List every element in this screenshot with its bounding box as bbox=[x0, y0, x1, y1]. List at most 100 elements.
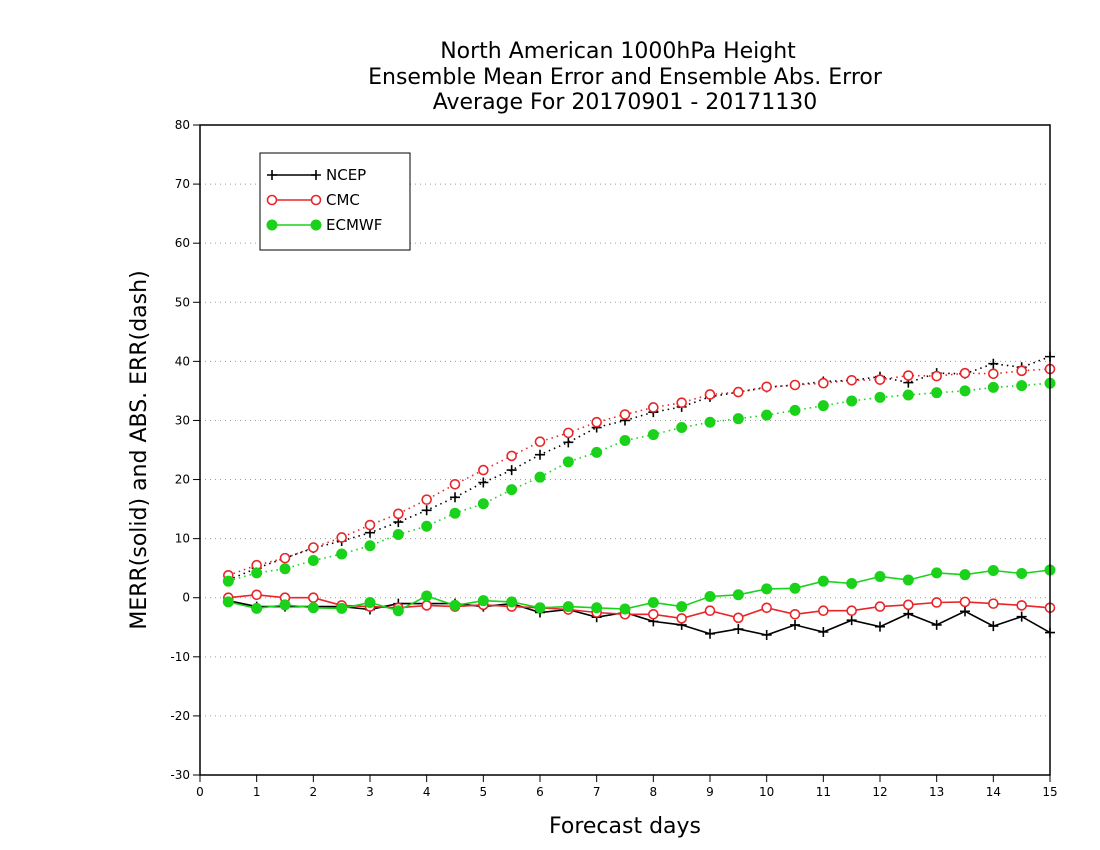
point-ecmwf-merr-0 bbox=[222, 596, 234, 608]
point-ecmwf-merr-18 bbox=[732, 589, 744, 601]
legend-marker-end-ecmwf bbox=[310, 219, 322, 231]
point-cmc-abs-err-13 bbox=[591, 416, 602, 428]
x-tick-label-6: 6 bbox=[536, 785, 544, 799]
point-ncep-abs-err-8 bbox=[450, 492, 460, 503]
point-cmc-merr-19 bbox=[761, 602, 772, 614]
point-ecmwf-abs-err-15 bbox=[647, 429, 659, 441]
x-tick-label-11: 11 bbox=[816, 785, 831, 799]
point-ecmwf-abs-err-26 bbox=[959, 385, 971, 397]
point-cmc-merr-28 bbox=[1016, 600, 1027, 611]
point-cmc-abs-err-27 bbox=[988, 368, 999, 380]
series-ncep-abs-err-line bbox=[227, 355, 1051, 581]
point-cmc-merr-3 bbox=[308, 592, 319, 604]
point-ecmwf-abs-err-22 bbox=[846, 395, 858, 407]
point-cmc-abs-err-16 bbox=[676, 397, 687, 409]
y-tick-label-8: 50 bbox=[175, 295, 190, 309]
point-ncep-merr-17 bbox=[705, 628, 715, 639]
point-cmc-merr-21 bbox=[818, 605, 829, 617]
point-ncep-merr-23 bbox=[875, 621, 885, 632]
legend-box bbox=[259, 152, 411, 251]
point-ncep-merr-22 bbox=[846, 615, 857, 626]
y-tick-label-4: 10 bbox=[175, 532, 190, 546]
y-tick-label-11: 80 bbox=[175, 118, 190, 132]
legend-label-cmc: CMC bbox=[326, 191, 360, 209]
point-ecmwf-abs-err-27 bbox=[987, 381, 999, 393]
series-ecmwf-abs-err-line bbox=[228, 382, 1051, 582]
point-ncep-merr-18 bbox=[733, 624, 744, 635]
legend-items: NCEP CMC ECMWF bbox=[266, 166, 382, 234]
point-cmc-abs-err-23 bbox=[874, 374, 886, 385]
x-tick-label-14: 14 bbox=[986, 785, 1001, 799]
point-ncep-merr-27 bbox=[988, 621, 999, 632]
point-ecmwf-merr-27 bbox=[987, 565, 999, 577]
y-tick-label-3: 0 bbox=[182, 591, 190, 605]
point-ecmwf-merr-2 bbox=[279, 599, 291, 611]
point-cmc-abs-err-21 bbox=[818, 377, 829, 389]
point-ecmwf-abs-err-18 bbox=[732, 413, 744, 425]
point-cmc-abs-err-19 bbox=[761, 381, 772, 393]
y-tick-label-0: -30 bbox=[170, 768, 190, 782]
point-cmc-abs-err-17 bbox=[704, 389, 716, 400]
point-ncep-merr-19 bbox=[761, 629, 772, 640]
point-ecmwf-merr-5 bbox=[364, 596, 376, 608]
point-cmc-merr-23 bbox=[874, 601, 886, 612]
point-ecmwf-abs-err-1 bbox=[251, 567, 263, 579]
y-tick-label-7: 40 bbox=[175, 354, 190, 368]
point-ecmwf-abs-err-21 bbox=[817, 400, 829, 412]
point-cmc-abs-err-7 bbox=[421, 494, 432, 505]
point-cmc-merr-25 bbox=[931, 597, 942, 608]
point-ecmwf-merr-4 bbox=[336, 602, 348, 614]
y-tick-label-9: 60 bbox=[175, 236, 190, 250]
point-ncep-abs-err-7 bbox=[421, 505, 432, 516]
point-cmc-abs-err-8 bbox=[449, 478, 461, 490]
point-ecmwf-abs-err-19 bbox=[761, 409, 773, 421]
point-ecmwf-abs-err-20 bbox=[789, 404, 801, 416]
point-cmc-abs-err-2 bbox=[279, 552, 291, 564]
point-ecmwf-abs-err-3 bbox=[307, 555, 319, 566]
x-tick-label-9: 9 bbox=[706, 785, 714, 799]
gridlines bbox=[200, 183, 1050, 717]
series-ncep bbox=[223, 351, 1055, 640]
y-tick-label-2: -10 bbox=[170, 650, 190, 664]
legend-marker-end-cmc bbox=[310, 194, 322, 206]
point-ecmwf-abs-err-5 bbox=[364, 540, 376, 552]
point-ecmwf-merr-20 bbox=[789, 582, 801, 594]
point-cmc-merr-20 bbox=[789, 608, 801, 620]
point-cmc-merr-27 bbox=[988, 598, 999, 609]
legend: NCEP CMC ECMWF bbox=[259, 152, 411, 251]
point-ecmwf-abs-err-2 bbox=[279, 563, 291, 575]
point-cmc-abs-err-24 bbox=[903, 370, 914, 381]
y-axis: -30 -20 -10 0 10 20 30 40 50 60 70 80 bbox=[170, 118, 200, 782]
point-cmc-merr-22 bbox=[846, 605, 857, 617]
legend-marker-end-ncep bbox=[311, 170, 321, 180]
x-tick-label-12: 12 bbox=[872, 785, 887, 799]
legend-marker-start-cmc bbox=[266, 194, 278, 206]
point-ecmwf-merr-17 bbox=[704, 591, 716, 603]
title-line-2: Ensemble Mean Error and Ensemble Abs. Er… bbox=[368, 65, 883, 90]
point-ecmwf-abs-err-17 bbox=[704, 416, 716, 428]
point-cmc-merr-7 bbox=[421, 600, 432, 611]
point-cmc-abs-err-10 bbox=[506, 450, 517, 462]
point-cmc-abs-err-25 bbox=[931, 370, 942, 382]
point-ecmwf-abs-err-24 bbox=[902, 389, 914, 401]
plot-frame bbox=[199, 124, 1051, 776]
point-ecmwf-abs-err-23 bbox=[874, 391, 886, 403]
x-tick-label-0: 0 bbox=[196, 785, 204, 799]
point-cmc-merr-1 bbox=[251, 589, 262, 601]
point-ecmwf-merr-14 bbox=[619, 603, 631, 615]
series-ecmwf bbox=[222, 377, 1056, 617]
point-ecmwf-abs-err-11 bbox=[534, 471, 546, 483]
point-ecmwf-abs-err-14 bbox=[619, 435, 631, 447]
point-cmc-merr-16 bbox=[676, 613, 687, 624]
point-cmc-abs-err-4 bbox=[336, 532, 347, 543]
point-ecmwf-merr-24 bbox=[902, 574, 914, 586]
y-tick-label-1: -20 bbox=[170, 709, 190, 723]
point-ncep-abs-err-11 bbox=[535, 449, 545, 460]
point-ecmwf-merr-9 bbox=[477, 595, 489, 607]
point-ncep-abs-err-9 bbox=[478, 477, 489, 488]
y-axis-label: MERR(solid) and ABS. ERR(dash) bbox=[127, 270, 152, 629]
point-ecmwf-merr-28 bbox=[1016, 568, 1028, 579]
point-cmc-abs-err-22 bbox=[846, 374, 857, 386]
point-ecmwf-merr-26 bbox=[959, 569, 971, 581]
